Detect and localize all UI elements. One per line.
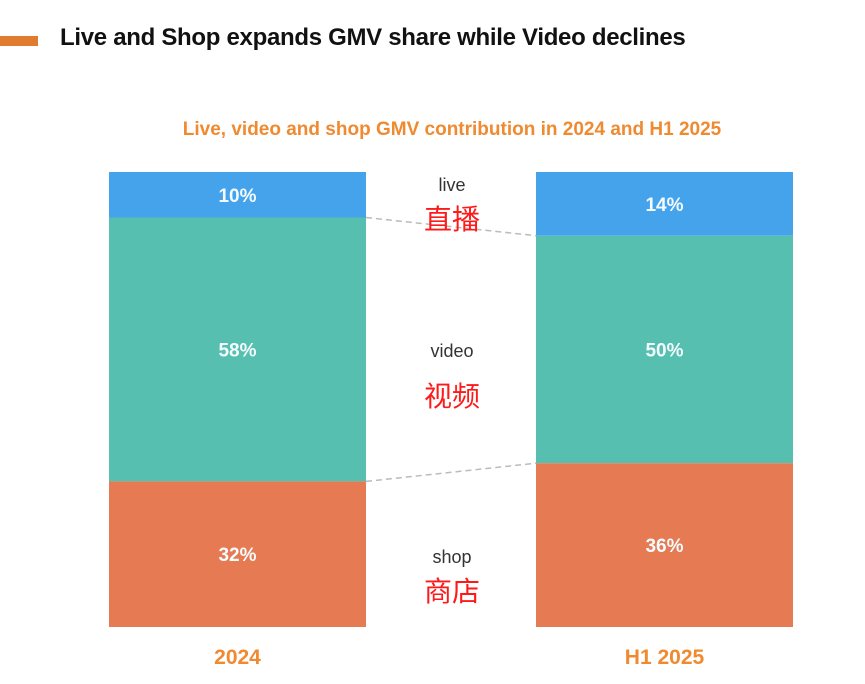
data-label-live: 10% (218, 186, 256, 207)
series-label-shop: shop (432, 547, 471, 567)
series-label-cn-shop: 商店 (424, 575, 480, 608)
bar-segment-live (536, 172, 793, 236)
accent-bar (0, 36, 38, 46)
connector-line (365, 216, 537, 237)
series-label-live: live (438, 175, 465, 195)
data-label-shop: 36% (645, 536, 683, 557)
x-tick-label: 2024 (214, 646, 261, 669)
series-label-video: video (430, 341, 473, 361)
data-label-video: 58% (218, 340, 256, 361)
data-label-live: 14% (645, 195, 683, 216)
headline: Live and Shop expands GMV share while Vi… (60, 24, 686, 51)
series-label-cn-live: 直播 (424, 203, 480, 236)
bar-segment-video (536, 235, 793, 464)
data-label-video: 50% (645, 340, 683, 361)
bar-segment-live (109, 172, 366, 218)
bar-segment-shop (109, 481, 366, 627)
bar-segment-video (109, 217, 366, 482)
x-tick-label: H1 2025 (625, 646, 705, 669)
chart-title: Live, video and shop GMV contribution in… (183, 119, 722, 140)
series-label-cn-video: 视频 (424, 380, 480, 413)
connector-line (365, 462, 537, 483)
data-label-shop: 32% (218, 545, 256, 566)
bar-segment-shop (536, 463, 793, 627)
